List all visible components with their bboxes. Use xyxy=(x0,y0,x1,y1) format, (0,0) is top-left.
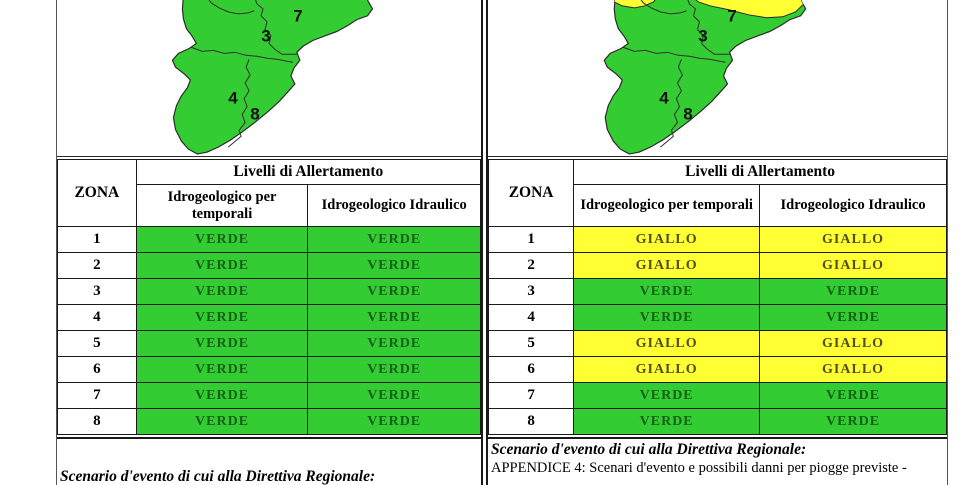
zone-number-cell: 4 xyxy=(487,304,575,331)
alert-level-cell-temporali: VERDE xyxy=(573,382,761,409)
alert-level-cell-idraulico: GIALLO xyxy=(759,356,947,383)
table-row: 7 VERDE VERDE xyxy=(487,382,947,409)
table-row: 1 VERDE VERDE xyxy=(57,226,481,253)
alert-level-cell-temporali: VERDE xyxy=(573,304,761,331)
map-zone-label: 7 xyxy=(727,6,737,26)
appendice-text: APPENDICE 4: Scenari d'evento e possibil… xyxy=(491,460,907,476)
table-row: 8 VERDE VERDE xyxy=(487,408,947,435)
zone-number-cell: 2 xyxy=(57,252,137,279)
alert-level-cell-idraulico: VERDE xyxy=(307,356,481,383)
table-row: 3 VERDE VERDE xyxy=(487,278,947,305)
zone-number-cell: 4 xyxy=(57,304,137,331)
table-row: 6 VERDE VERDE xyxy=(57,356,481,383)
alert-level-cell-idraulico: VERDE xyxy=(307,304,481,331)
alert-level-cell-idraulico: VERDE xyxy=(307,278,481,305)
levels-header: Livelli di Allertamento xyxy=(135,159,482,185)
zona-header: ZONA xyxy=(57,159,137,227)
alert-level-cell-idraulico: GIALLO xyxy=(759,226,947,253)
col-header-temporali: Idrogeologico per temporali xyxy=(573,184,761,227)
map-zone-label: 7 xyxy=(293,6,303,26)
alert-level-cell-temporali: VERDE xyxy=(135,382,309,409)
map-zone-label: 4 xyxy=(228,88,238,108)
table-row: 5 GIALLO GIALLO xyxy=(487,330,947,357)
alert-level-cell-temporali: VERDE xyxy=(135,226,309,253)
alert-level-cell-idraulico: VERDE xyxy=(759,304,947,331)
zone-number-cell: 6 xyxy=(487,356,575,383)
calabria-landmass xyxy=(171,0,374,155)
alert-level-cell-temporali: VERDE xyxy=(135,356,309,383)
table-row: 5 VERDE VERDE xyxy=(57,330,481,357)
col-header-temporali: Idrogeologico per temporali xyxy=(135,184,309,227)
alert-level-cell-temporali: GIALLO xyxy=(573,330,761,357)
zone-number-cell: 1 xyxy=(57,226,137,253)
alert-level-cell-temporali: VERDE xyxy=(135,330,309,357)
alert-table-left: ZONA Livelli di Allertamento Idrogeologi… xyxy=(57,159,482,435)
alert-level-cell-temporali: VERDE xyxy=(135,278,309,305)
alert-level-cell-idraulico: VERDE xyxy=(307,408,481,435)
alert-level-cell-temporali: VERDE xyxy=(573,278,761,305)
zone-number-cell: 3 xyxy=(57,278,137,305)
alert-level-cell-temporali: VERDE xyxy=(135,304,309,331)
zone-number-cell: 8 xyxy=(487,408,575,435)
col-header-idraulico: Idrogeologico Idraulico xyxy=(759,184,947,227)
calabria-landmass xyxy=(603,0,807,155)
zone-number-cell: 1 xyxy=(487,226,575,253)
calabria-map-svg xyxy=(171,0,374,155)
zone-boundary-lines xyxy=(191,0,297,148)
alert-level-cell-idraulico: VERDE xyxy=(307,382,481,409)
zone-number-cell: 5 xyxy=(57,330,137,357)
zone-number-cell: 8 xyxy=(57,408,137,435)
alert-table-right: ZONA Livelli di Allertamento Idrogeologi… xyxy=(487,159,947,435)
table-row: 4 VERDE VERDE xyxy=(57,304,481,331)
table-row: 8 VERDE VERDE xyxy=(57,408,481,435)
map-zone-label: 8 xyxy=(683,104,693,124)
map-zone-label: 3 xyxy=(698,26,708,46)
table-row: 3 VERDE VERDE xyxy=(57,278,481,305)
levels-header: Livelli di Allertamento xyxy=(573,159,947,185)
table-row: 2 GIALLO GIALLO xyxy=(487,252,947,279)
scenario-heading: Scenario d'evento di cui alla Direttiva … xyxy=(491,441,807,458)
table-row: 4 VERDE VERDE xyxy=(487,304,947,331)
zone-number-cell: 5 xyxy=(487,330,575,357)
alert-level-cell-idraulico: GIALLO xyxy=(759,330,947,357)
alert-level-cell-idraulico: VERDE xyxy=(307,252,481,279)
map-zone-label: 4 xyxy=(659,88,669,108)
alert-level-cell-idraulico: VERDE xyxy=(759,382,947,409)
zone-number-cell: 2 xyxy=(487,252,575,279)
footer-section-right: Scenario d'evento di cui alla Direttiva … xyxy=(488,437,947,485)
col-header-idraulico: Idrogeologico Idraulico xyxy=(307,184,481,227)
table-row: 2 VERDE VERDE xyxy=(57,252,481,279)
alert-level-cell-temporali: GIALLO xyxy=(573,226,761,253)
alert-level-cell-temporali: VERDE xyxy=(135,252,309,279)
zone-number-cell: 3 xyxy=(487,278,575,305)
alert-level-cell-temporali: GIALLO xyxy=(573,252,761,279)
table-row: 7 VERDE VERDE xyxy=(57,382,481,409)
alert-level-cell-temporali: GIALLO xyxy=(573,356,761,383)
alert-level-cell-idraulico: VERDE xyxy=(307,330,481,357)
footer-section-left: Scenario d'evento di cui alla Direttiva … xyxy=(57,437,481,485)
map-zone-label: 8 xyxy=(250,104,260,124)
zone-number-cell: 6 xyxy=(57,356,137,383)
table-row: 1 GIALLO GIALLO xyxy=(487,226,947,253)
clipped-text-line: Scenario d'evento di cui alla Direttiva … xyxy=(60,468,376,485)
calabria-map-svg xyxy=(603,0,807,155)
zona-header: ZONA xyxy=(487,159,575,227)
alert-level-cell-temporali: VERDE xyxy=(573,408,761,435)
alert-level-cell-idraulico: VERDE xyxy=(307,226,481,253)
zone-number-cell: 7 xyxy=(57,382,137,409)
zone-boundary-lines xyxy=(623,0,730,148)
map-zone-label: 3 xyxy=(261,26,271,46)
table-row: 6 GIALLO GIALLO xyxy=(487,356,947,383)
zone-number-cell: 7 xyxy=(487,382,575,409)
alert-level-cell-idraulico: VERDE xyxy=(759,278,947,305)
alert-level-cell-temporali: VERDE xyxy=(135,408,309,435)
alert-level-cell-idraulico: GIALLO xyxy=(759,252,947,279)
alert-level-cell-idraulico: VERDE xyxy=(759,408,947,435)
